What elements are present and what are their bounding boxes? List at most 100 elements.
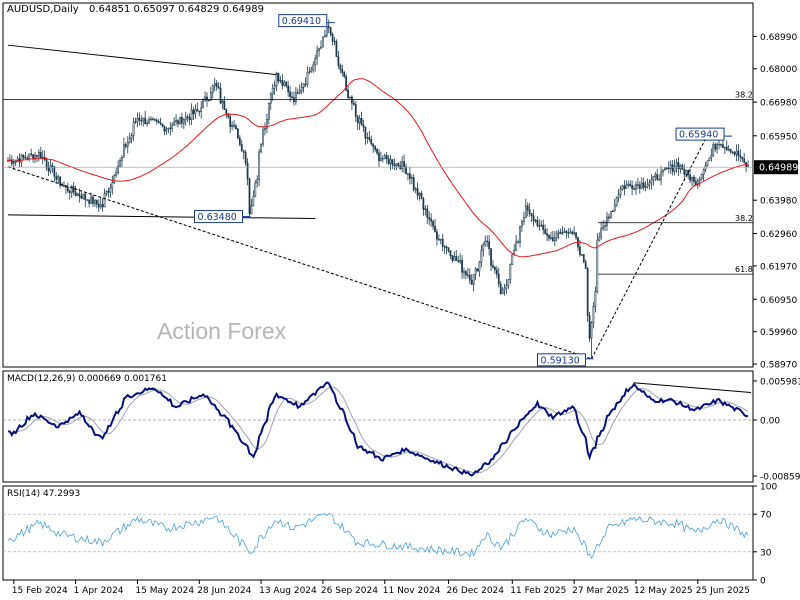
candle-body: [186, 116, 189, 119]
candle-body: [727, 148, 730, 151]
rising-dashed-trendline: [591, 138, 706, 360]
candle-body: [608, 216, 610, 219]
candle-body: [271, 88, 274, 95]
candle-body: [611, 210, 614, 213]
candle-body: [121, 156, 123, 161]
candle-body: [310, 69, 313, 72]
level-label: 0.69410: [282, 16, 321, 27]
candle-body: [478, 261, 481, 272]
candle-body: [325, 25, 328, 36]
candle-body: [428, 217, 431, 220]
candle-body: [710, 155, 713, 159]
candle-body: [424, 208, 427, 210]
candle-body: [528, 209, 531, 214]
candle-body: [86, 199, 89, 201]
candle-body: [627, 183, 630, 186]
rsi-frame: [2, 485, 754, 581]
candle-body: [26, 158, 29, 160]
candle-body: [349, 96, 351, 99]
candle-body: [225, 109, 228, 115]
candle-body: [238, 137, 241, 145]
candle-body: [472, 274, 475, 285]
candle-body: [142, 117, 145, 122]
price-tick-label: 0.58970: [760, 361, 797, 371]
x-tick-label: 11 Feb 2025: [510, 586, 566, 596]
price-tick-label: 0.59960: [760, 328, 797, 338]
candle-body: [511, 253, 514, 265]
candle-body: [72, 186, 75, 193]
candle-body: [360, 118, 363, 126]
candle-body: [443, 246, 446, 248]
candle-body: [337, 56, 340, 66]
candle-body: [219, 87, 222, 104]
candle-body: [252, 195, 255, 207]
candle-body: [57, 176, 60, 180]
candle-body: [677, 162, 680, 170]
candle-body: [163, 125, 166, 132]
candle-body: [582, 254, 585, 263]
candle-body: [434, 225, 436, 233]
candle-body: [667, 167, 670, 170]
candle-body: [410, 177, 413, 179]
candle-body: [28, 153, 31, 159]
candle-body: [609, 211, 612, 219]
candle-body: [362, 124, 365, 128]
candle-body: [76, 193, 79, 197]
candle-body: [466, 274, 469, 276]
candle-body: [524, 205, 527, 218]
candle-body: [553, 237, 556, 241]
candle-body: [329, 27, 332, 35]
candle-body: [80, 196, 83, 199]
candle-body: [237, 128, 239, 139]
ma-line: [7, 78, 749, 258]
candle-body: [619, 189, 622, 196]
candle-body: [341, 69, 344, 73]
candle-body: [621, 185, 624, 190]
level-box: [675, 127, 725, 141]
candle-body: [698, 178, 701, 181]
candle-body: [61, 184, 63, 187]
candle-body: [646, 184, 649, 188]
candle-body: [204, 96, 206, 101]
candle-body: [725, 146, 728, 151]
candle-body: [385, 155, 388, 160]
candle-body: [36, 154, 38, 157]
candle-body: [536, 219, 539, 226]
candle-body: [267, 103, 270, 120]
candle-body: [198, 110, 201, 113]
candle-body: [546, 233, 548, 236]
candle-body: [16, 158, 19, 161]
candle-body: [306, 72, 309, 85]
candle-body: [457, 260, 460, 262]
candle-body: [685, 170, 688, 175]
candle-body: [468, 274, 471, 281]
candle-body: [380, 158, 382, 162]
price-tick-label: 0.65950: [760, 132, 797, 142]
candle-body: [449, 250, 452, 256]
candle-body: [580, 254, 583, 256]
candle-body: [94, 199, 96, 204]
candle-body: [640, 182, 643, 189]
rsi-tick-label: 0: [760, 577, 766, 587]
candle-body: [269, 93, 272, 104]
candle-body: [343, 72, 346, 77]
macd-tick-label: 0.005981: [760, 377, 800, 387]
candle-body: [180, 117, 183, 124]
candle-body: [665, 167, 668, 170]
candle-body: [586, 268, 589, 316]
x-tick-label: 28 Jun 2024: [197, 586, 251, 596]
candle-body: [175, 120, 177, 123]
candle-body: [146, 122, 148, 125]
x-axis: 15 Feb 2024 1 Apr 2024 15 May 2024 28 Jun 2…: [12, 580, 750, 596]
candle-body: [729, 148, 732, 153]
candle-body: [694, 181, 697, 186]
candle-body: [650, 179, 653, 184]
candle-body: [231, 124, 233, 127]
candle-body: [264, 127, 266, 131]
candle-body: [482, 244, 485, 251]
candle-body: [372, 143, 375, 147]
level-label: 0.65940: [679, 130, 718, 141]
candle-body: [735, 150, 738, 155]
candle-body: [320, 46, 322, 49]
candle-body: [596, 239, 599, 292]
